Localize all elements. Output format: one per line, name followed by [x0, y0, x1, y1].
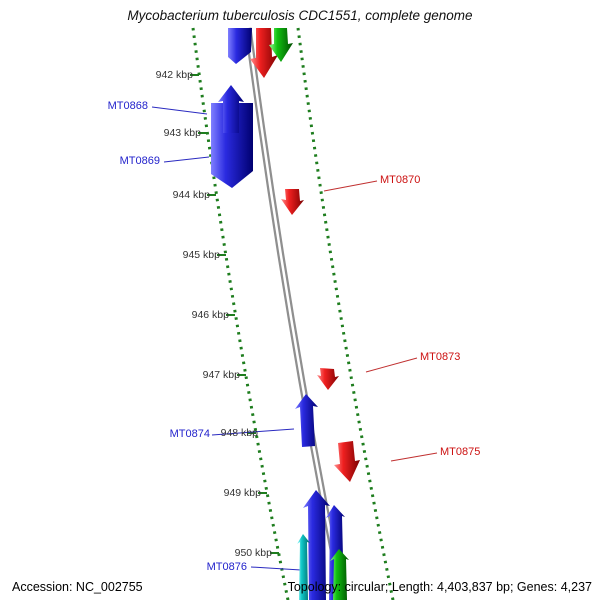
- gene-label-mt0869: MT0869: [119, 155, 160, 167]
- leader-line-mt0875: [390, 452, 438, 462]
- ruler-tick-label-944: 944 kbp: [172, 189, 210, 201]
- genome-title: Mycobacterium tuberculosis CDC1551, comp…: [127, 8, 473, 23]
- leader-line-mt0876: [250, 566, 302, 571]
- gene-arrow-mt0868: [218, 85, 244, 133]
- gene-arrow-mt0875: [334, 441, 360, 482]
- accession-text: Accession: NC_002755: [12, 580, 143, 594]
- gene-label-mt0868: MT0868: [107, 100, 148, 112]
- backbone-line-inner: [246, 27, 345, 600]
- gene-arrow-mt0876: [303, 490, 330, 600]
- leader-line-mt0873: [365, 357, 418, 373]
- partial-gene-arrow-top-green: [269, 28, 293, 62]
- ruler-tick-label-946: 946 kbp: [191, 309, 229, 321]
- leader-lines: [151, 106, 438, 571]
- genome-summary-text: Topology: circular; Length: 4,403,837 bp…: [287, 580, 592, 594]
- ruler-tick-label-947: 947 kbp: [202, 369, 240, 381]
- ruler-arc-left: [191, 27, 290, 600]
- partial-gene-arrow-top-blue: [228, 28, 252, 64]
- ruler-tick-label-949: 949 kbp: [223, 487, 261, 499]
- gene-label-mt0870: MT0870: [380, 174, 421, 186]
- gene-label-mt0873: MT0873: [420, 351, 461, 363]
- gene-label-mt0874: MT0874: [169, 428, 210, 440]
- partial-gene-arrow-top-red: [250, 28, 278, 78]
- leader-line-mt0870: [323, 180, 378, 192]
- gene-features: [211, 28, 360, 600]
- gene-label-mt0875: MT0875: [440, 446, 481, 458]
- gene-label-mt0876: MT0876: [206, 561, 247, 573]
- ruler-tick-label-943: 943 kbp: [163, 127, 201, 139]
- ruler-tick-label-942: 942 kbp: [155, 69, 193, 81]
- partial-gene-arrow-bottom-green: [330, 549, 349, 600]
- ruler-arc-right: [296, 27, 395, 600]
- leader-line-mt0874: [211, 428, 295, 436]
- leader-line-mt0869: [163, 156, 210, 163]
- ruler-tick-label-950: 950 kbp: [234, 547, 272, 559]
- gene-arrow-mt0870: [281, 189, 304, 215]
- partial-gene-arrow-bottom-cyan: [297, 534, 310, 600]
- leader-line-mt0868: [151, 106, 208, 115]
- gene-arrow-mt0873: [317, 368, 339, 390]
- gene-arrow-mt0874: [295, 394, 318, 447]
- ruler-kbp-ticks: [190, 74, 279, 554]
- ruler-tick-label-948: 948 kbp: [220, 427, 258, 439]
- ruler-tick-label-945: 945 kbp: [182, 249, 220, 261]
- gene-arrow-mt0869: [211, 103, 253, 188]
